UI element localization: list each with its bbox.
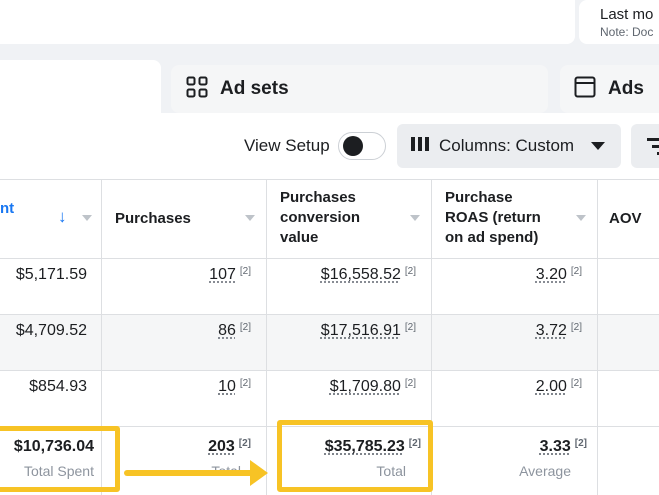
footnote-marker: [2]: [570, 266, 582, 277]
cell-purchase-roas[interactable]: 3.20 [2]: [536, 266, 582, 284]
cell-conversion-value[interactable]: $17,516.91 [2]: [321, 322, 416, 340]
sort-descending-icon[interactable]: ↓: [58, 207, 67, 226]
cell-value: $1,709.80: [329, 378, 401, 395]
tab-ads[interactable]: Ads: [560, 65, 659, 113]
cell-value: 107: [209, 266, 236, 283]
highlight-box-total-conversion-value: [277, 420, 433, 492]
column-header-aov[interactable]: AOV: [609, 210, 642, 227]
column-divider: [266, 179, 267, 495]
last-modified-panel: Last mo Note: Doc: [579, 0, 659, 44]
cell-amount-spent: $5,171.59: [15, 266, 87, 283]
sort-caret-icon[interactable]: [245, 215, 255, 221]
table-divider: [0, 179, 659, 180]
table-divider: [0, 314, 659, 315]
column-header-purchase-roas[interactable]: Purchase ROAS (return on ad spend): [445, 188, 541, 248]
total-spent-label: Total Spent: [23, 463, 94, 479]
header-line: value: [280, 229, 319, 246]
column-header-amount-spent[interactable]: nt: [0, 200, 15, 217]
ad-window-icon: [574, 76, 596, 103]
cell-value: $35,785.23: [324, 438, 405, 455]
footnote-marker: [2]: [404, 378, 416, 389]
footnote-marker: [2]: [239, 378, 251, 389]
total-conversion-value-label: Total: [376, 463, 406, 479]
header-line: on ad spend): [445, 229, 539, 246]
breakdown-icon: [647, 138, 659, 159]
cell-purchases[interactable]: 10 [2]: [218, 378, 251, 396]
header-line: conversion: [280, 209, 361, 226]
column-header-purchases[interactable]: Purchases: [115, 210, 191, 227]
tab-campaigns[interactable]: [0, 60, 161, 116]
total-purchases: 203 [2]: [208, 438, 251, 456]
last-modified-note: Note: Doc: [600, 25, 654, 39]
cell-value: 203: [208, 438, 235, 455]
total-amount-spent: $10,736.04: [13, 438, 94, 455]
columns-label: Columns: Custom: [439, 136, 575, 155]
highlight-arrow-shaft: [124, 470, 254, 476]
columns-icon: [411, 136, 431, 157]
footnote-marker: [2]: [570, 322, 582, 333]
tab-ad-sets-label: Ad sets: [220, 78, 289, 99]
header-line: Purchase: [445, 189, 513, 206]
cell-purchase-roas[interactable]: 2.00 [2]: [536, 378, 582, 396]
average-roas-label: Average: [519, 463, 571, 479]
cell-value: 10: [218, 378, 236, 395]
cell-amount-spent: $4,709.52: [15, 322, 87, 339]
columns-button[interactable]: Columns: Custom: [397, 124, 621, 168]
column-divider: [431, 179, 432, 495]
toggle-knob: [343, 136, 363, 156]
breakdown-button[interactable]: [631, 124, 659, 168]
cell-purchases[interactable]: 107 [2]: [209, 266, 251, 284]
table-row-shade: [0, 314, 659, 370]
cell-conversion-value[interactable]: $1,709.80 [2]: [330, 378, 416, 396]
grid-icon: [186, 76, 208, 103]
average-purchase-roas: 3.33 [2]: [540, 438, 587, 456]
cell-value: 3.72: [535, 322, 567, 339]
cell-value: 86: [218, 322, 236, 339]
column-header-conversion-value[interactable]: Purchases conversion value: [280, 188, 360, 248]
column-divider: [597, 179, 598, 495]
last-modified-title: Last mo: [600, 6, 654, 23]
cell-value: $16,558.52: [320, 266, 401, 283]
tab-ad-sets[interactable]: Ad sets: [171, 65, 548, 113]
footnote-marker: [2]: [239, 322, 251, 333]
cell-purchases[interactable]: 86 [2]: [218, 322, 251, 340]
cell-value: 3.20: [535, 266, 567, 283]
highlight-arrow-icon: [250, 460, 268, 486]
cell-value: $17,516.91: [320, 322, 401, 339]
highlight-box-total-spent: [0, 426, 120, 492]
footnote-marker: [2]: [574, 438, 587, 449]
sort-caret-icon[interactable]: [410, 215, 420, 221]
search-bar[interactable]: [0, 0, 575, 44]
chevron-down-icon: [591, 142, 605, 150]
cell-amount-spent: $854.93: [29, 378, 87, 395]
cell-value: 3.33: [539, 438, 571, 455]
sort-caret-icon[interactable]: [576, 215, 586, 221]
footnote-marker: [2]: [408, 438, 421, 449]
footnote-marker: [2]: [570, 378, 582, 389]
footnote-marker: [2]: [239, 266, 251, 277]
view-setup-label: View Setup: [244, 136, 330, 155]
sort-caret-icon[interactable]: [82, 215, 92, 221]
column-divider: [101, 179, 102, 495]
table-divider: [0, 258, 659, 259]
total-conversion-value: $35,785.23 [2]: [325, 438, 421, 456]
footnote-marker: [2]: [404, 266, 416, 277]
cell-purchase-roas[interactable]: 3.72 [2]: [536, 322, 582, 340]
cell-conversion-value[interactable]: $16,558.52 [2]: [321, 266, 416, 284]
view-setup-toggle[interactable]: [338, 132, 386, 160]
footnote-marker: [2]: [238, 438, 251, 449]
table-divider: [0, 426, 659, 427]
cell-value: 2.00: [535, 378, 567, 395]
table-divider: [0, 370, 659, 371]
footnote-marker: [2]: [404, 322, 416, 333]
header-line: ROAS (return: [445, 209, 541, 226]
header-line: Purchases: [280, 189, 356, 206]
tab-ads-label: Ads: [608, 78, 644, 99]
